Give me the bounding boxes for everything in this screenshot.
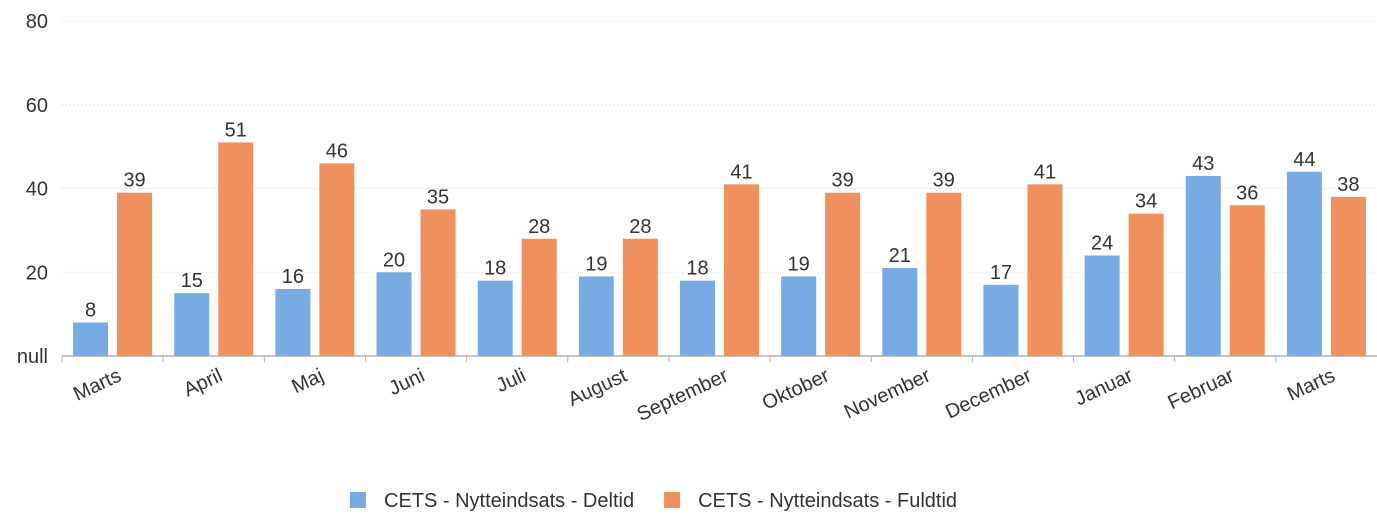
x-tick-label: Juli [493, 365, 530, 398]
value-label: 18 [686, 258, 708, 280]
value-label: 15 [181, 270, 203, 292]
x-tick-label: April [180, 365, 226, 402]
x-tick-label: November [841, 364, 934, 423]
x-tick-label: Juni [386, 365, 429, 400]
value-label: 51 [225, 119, 247, 141]
legend-label: CETS - Nytteindsats - Deltid [384, 490, 634, 512]
value-label: 36 [1236, 182, 1258, 204]
bar [73, 322, 109, 356]
value-label: 24 [1091, 233, 1113, 255]
bar [319, 163, 355, 356]
value-label: 34 [1135, 191, 1157, 213]
value-label: 44 [1293, 149, 1315, 171]
value-label: 41 [730, 161, 752, 183]
legend-swatch [664, 492, 681, 508]
bar [275, 289, 311, 356]
bar [1128, 213, 1164, 356]
bar [926, 192, 962, 356]
bar [680, 280, 715, 356]
bar [1185, 175, 1221, 356]
bar [1229, 205, 1265, 356]
value-label: 28 [528, 216, 550, 238]
legend-label: CETS - Nytteindsats - Fuldtid [698, 490, 957, 512]
bar [117, 192, 153, 356]
bar [174, 293, 210, 356]
value-label: 18 [484, 258, 506, 280]
bar [622, 238, 658, 356]
value-label: 39 [933, 170, 955, 192]
bar [578, 276, 614, 356]
legend-swatch [350, 492, 366, 508]
bar [218, 142, 254, 356]
bar [724, 184, 759, 356]
y-tick-label: 40 [26, 179, 48, 201]
value-label: 19 [585, 253, 607, 275]
y-tick-label: 20 [26, 262, 48, 284]
bar [882, 268, 918, 356]
value-label: 16 [282, 266, 304, 288]
bar [825, 192, 861, 356]
x-tick-label: September [634, 364, 732, 425]
bar [1330, 196, 1366, 356]
value-label: 41 [1034, 161, 1056, 183]
x-tick-label: Marts [70, 365, 125, 406]
y-tick-label: 60 [26, 95, 48, 117]
bar [781, 276, 817, 356]
y-tick-label: 80 [26, 11, 48, 33]
x-tick-label: December [942, 364, 1035, 423]
value-label: 28 [629, 216, 651, 238]
bar [420, 209, 456, 356]
x-tick-label: Februar [1165, 364, 1238, 414]
value-label: 39 [123, 170, 145, 192]
bar [1084, 255, 1120, 356]
x-tick-label: Maj [288, 365, 327, 399]
value-label: 43 [1192, 153, 1214, 175]
x-tick-label: Oktober [759, 364, 833, 414]
x-tick-label: Januar [1072, 364, 1137, 410]
value-label: 39 [832, 170, 854, 192]
bar [983, 284, 1019, 356]
bar [1286, 171, 1322, 356]
bar [1027, 184, 1063, 356]
value-label: 19 [788, 253, 810, 275]
bar [477, 280, 513, 356]
value-label: 35 [427, 186, 449, 208]
value-label: 20 [383, 249, 405, 271]
value-label: 8 [85, 300, 96, 322]
x-tick-label: Marts [1284, 365, 1339, 406]
value-label: 38 [1337, 174, 1359, 196]
value-label: 21 [889, 245, 911, 267]
bar [521, 238, 557, 356]
value-label: 46 [326, 140, 348, 162]
y-tick-label: null [17, 346, 48, 368]
bar [376, 272, 412, 356]
x-tick-label: August [565, 364, 631, 410]
value-label: 17 [990, 262, 1012, 284]
